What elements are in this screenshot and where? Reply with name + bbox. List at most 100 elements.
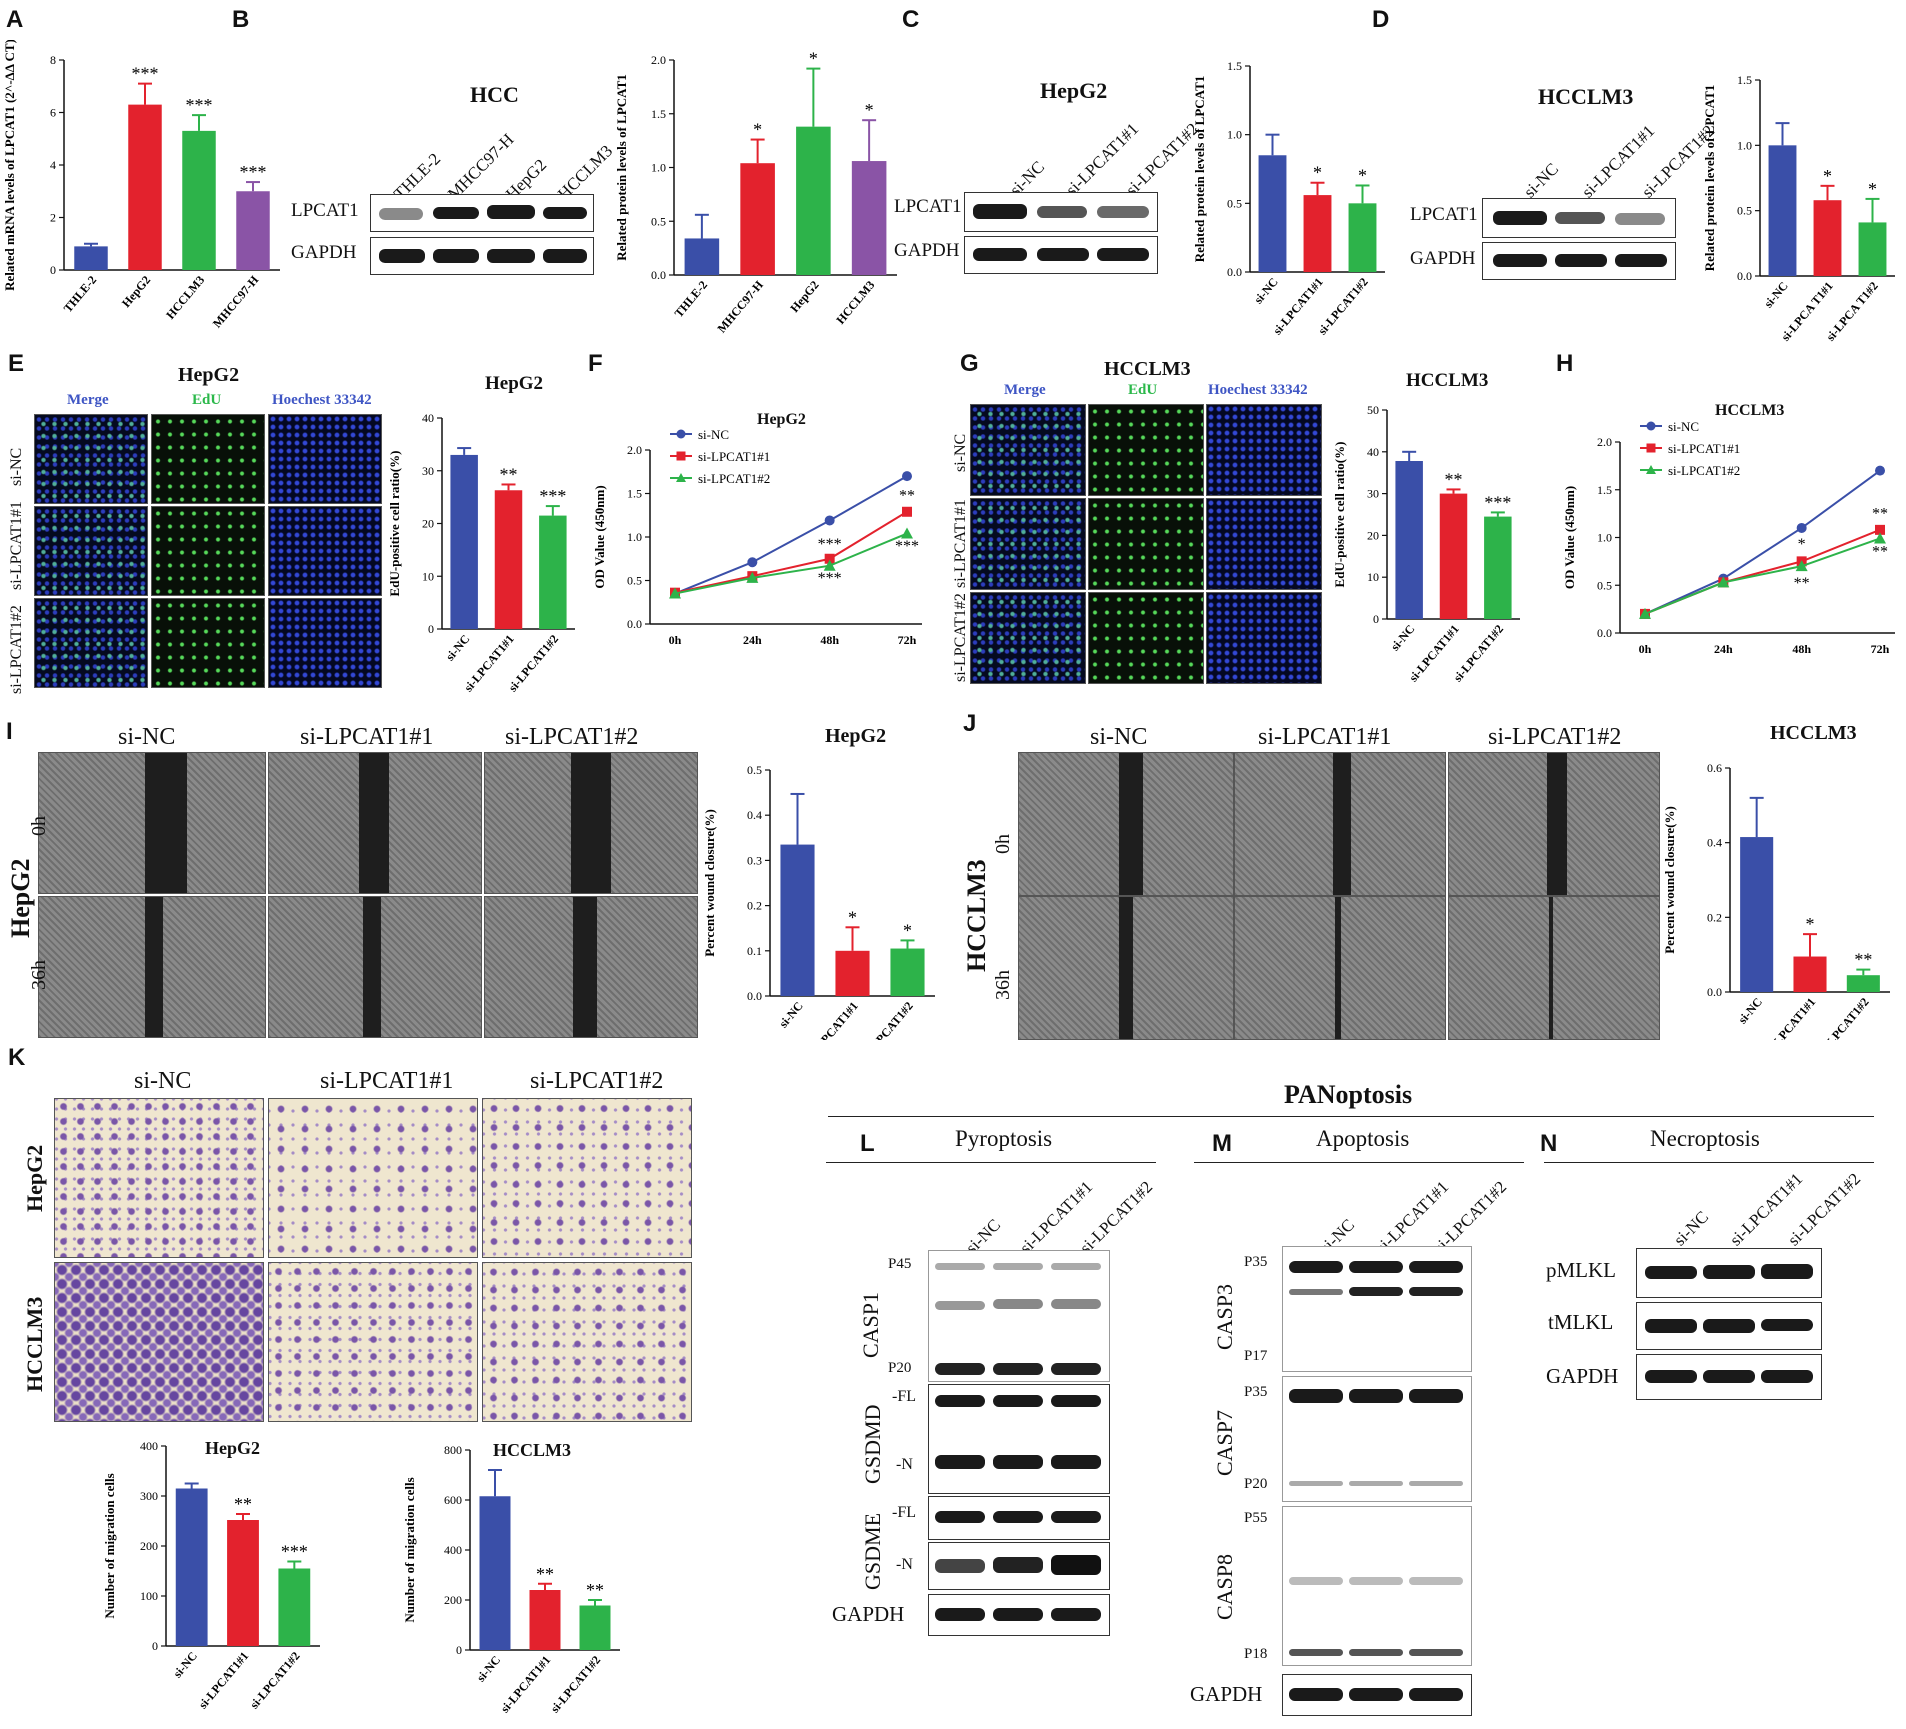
significance-label: * — [1798, 536, 1806, 553]
bar — [175, 1488, 208, 1646]
casp8-label: CASP8 — [1212, 1553, 1237, 1620]
significance-label: *** — [818, 536, 842, 553]
band — [1097, 206, 1149, 218]
panel-letter-k: K — [8, 1044, 26, 1071]
x-tick-label: si-LPCAT1#2 — [247, 1649, 303, 1711]
bar — [796, 126, 831, 276]
chart-k-hepg2-migration: 0 100 200 300 400 Number of migration cells si… — [102, 1439, 320, 1711]
band — [935, 1511, 985, 1523]
scratch-image — [1018, 752, 1234, 896]
band — [1409, 1577, 1463, 1585]
data-point — [1874, 532, 1886, 544]
panel-letter-f: F — [588, 350, 603, 377]
y-axis-label: Number of migration cells — [102, 1473, 117, 1618]
casp1-label: CASP1 — [858, 1291, 883, 1358]
y-tick-label: 0.6 — [1707, 761, 1722, 775]
bar — [890, 948, 925, 996]
y-tick-label: 0 — [456, 1643, 462, 1657]
chart-g-edu: 0 10 20 30 40 50 EdU-positive cell ratio(%) si-… — [1332, 403, 1520, 684]
transwell-col-3: si-LPCAT1#2 — [530, 1068, 664, 1094]
y-tick-label: 400 — [444, 1543, 462, 1557]
scratch-image — [1234, 752, 1446, 896]
x-tick-label: THLE-2 — [61, 273, 100, 315]
transwell-row-2: HCCLM3 — [22, 1296, 47, 1392]
x-tick-label: THLE-2 — [672, 278, 711, 320]
edu-image — [970, 592, 1086, 684]
y-tick-label: 1.5 — [1227, 59, 1242, 73]
panel-letter-g: G — [960, 350, 979, 377]
x-tick-label: HepG2 — [119, 273, 153, 310]
scratch-j-col-2: si-LPCAT1#1 — [1258, 724, 1392, 750]
edu-image — [970, 404, 1086, 496]
y-tick-label: 0.4 — [747, 808, 762, 822]
edu-e-row-3: si-LPCAT1#2 — [8, 605, 25, 694]
panel-letter-m: M — [1212, 1130, 1232, 1157]
bar — [450, 454, 478, 629]
y-tick-label: 100 — [140, 1589, 158, 1603]
significance-label: * — [753, 120, 762, 140]
scratch-image — [484, 896, 698, 1038]
band — [935, 1455, 985, 1469]
scratch-image — [268, 896, 482, 1038]
y-tick-label: 0 — [1373, 612, 1379, 626]
band — [1289, 1688, 1343, 1701]
y-tick-label: 0.0 — [627, 617, 642, 631]
scratch-wound — [359, 753, 389, 893]
legend-marker — [676, 451, 686, 461]
x-tick-label: si-LPCAT1#1 — [498, 1653, 554, 1715]
band — [1051, 1263, 1101, 1270]
significance-label: *** — [895, 538, 919, 555]
y-tick-label: 1.0 — [1737, 138, 1752, 152]
x-tick-label: si-LPCAT1#1 — [805, 999, 861, 1040]
edu-image — [151, 414, 265, 504]
y-tick-label: 1.0 — [1597, 531, 1612, 545]
blot-m-casp7-membrane — [1282, 1376, 1472, 1502]
scratch-i-col-2: si-LPCAT1#1 — [300, 724, 434, 750]
panel-letter-e: E — [8, 350, 25, 377]
y-tick-label: 2.0 — [627, 443, 642, 457]
significance-label: ** — [1445, 469, 1463, 489]
band — [1097, 248, 1149, 261]
chart-f-title: HepG2 — [757, 411, 806, 428]
scratch-wound — [1335, 897, 1341, 1039]
bar — [1768, 145, 1797, 276]
bar — [278, 1568, 311, 1646]
chart-a-mrna: 0 2 4 6 8 Related mRNA levels of LPCAT1 (2^-Δ… — [2, 40, 280, 330]
edu-image — [34, 506, 148, 596]
band — [433, 249, 479, 263]
blot-d-lpcat1-membrane — [1482, 198, 1676, 238]
bar — [1740, 837, 1774, 992]
scratch-i-col-3: si-LPCAT1#2 — [505, 724, 639, 750]
chart-k-hccl-migration: 0 200 400 600 800 Number of migration cells si… — [402, 1443, 620, 1715]
edu-e-title: HepG2 — [178, 364, 240, 386]
legend-label: si-LPCAT1#1 — [698, 449, 770, 464]
chart-i-title: HepG2 — [825, 725, 887, 747]
chart-j-title: HCCLM3 — [1770, 722, 1857, 744]
band — [1409, 1287, 1463, 1296]
series-line — [1644, 528, 1881, 615]
band — [993, 1511, 1043, 1523]
significance-label: *** — [281, 1542, 308, 1562]
band — [1051, 1299, 1101, 1309]
blot-l-gsdme-fl-membrane — [928, 1496, 1110, 1540]
y-axis-label: EdU-positive cell ratio(%) — [1332, 442, 1347, 588]
band — [487, 205, 535, 219]
band — [1703, 1265, 1755, 1279]
x-tick-label: si-NC — [474, 1653, 504, 1684]
band — [1051, 1511, 1101, 1523]
band — [1051, 1455, 1101, 1469]
data-point — [901, 527, 913, 539]
band — [993, 1455, 1043, 1469]
band — [973, 204, 1027, 219]
band — [1289, 1649, 1343, 1656]
y-tick-label: 0.0 — [1597, 626, 1612, 640]
band — [993, 1263, 1043, 1270]
significance-label: ** — [1872, 505, 1888, 522]
y-tick-label: 0 — [50, 263, 56, 277]
y-tick-label: 2 — [50, 211, 56, 225]
x-tick-label: si-NC — [170, 1649, 200, 1680]
scratch-i-row-1: 0h — [28, 816, 50, 836]
y-tick-label: 600 — [444, 1493, 462, 1507]
bar — [740, 163, 775, 275]
band — [1349, 1287, 1403, 1296]
